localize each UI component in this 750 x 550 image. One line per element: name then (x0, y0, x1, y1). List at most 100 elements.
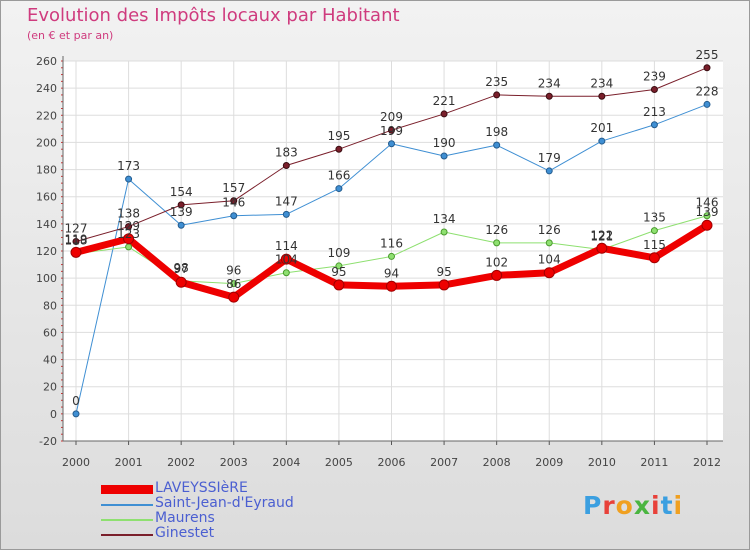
data-label-maurens: 104 (275, 253, 298, 267)
data-point-laveyssiere (228, 291, 240, 303)
data-point-maurens (125, 243, 133, 251)
data-point-maurens (493, 239, 501, 247)
data-point-ginestet (388, 126, 395, 134)
data-point-laveyssiere (491, 269, 503, 281)
data-label-saint-jean: 190 (433, 136, 456, 150)
data-label-ginestet: 157 (222, 181, 245, 195)
chart-title: Evolution des Impôts locaux par Habitant (27, 5, 400, 26)
data-label-maurens: 116 (380, 236, 403, 250)
x-tick-label: 2006 (378, 456, 406, 469)
x-tick-label: 2007 (430, 456, 458, 469)
data-label-laveyssiere: 139 (696, 205, 719, 219)
data-point-laveyssiere (701, 219, 713, 231)
legend-swatch-saint-jean (101, 504, 153, 506)
legend-label-saint-jean: Saint-Jean-d'Eyraud (155, 495, 294, 511)
data-point-maurens (440, 228, 448, 236)
legend-swatch-maurens (101, 519, 153, 521)
data-point-ginestet (125, 223, 133, 231)
y-tick-label: 40 (43, 354, 57, 367)
x-tick-label: 2002 (167, 456, 195, 469)
data-label-ginestet: 127 (65, 222, 88, 236)
data-label-maurens: 121 (590, 230, 613, 244)
y-tick-label: -20 (39, 435, 57, 448)
proxiti-logo: Proxiti (583, 491, 683, 520)
y-tick-label: 20 (43, 381, 57, 394)
y-tick-label: 160 (36, 191, 57, 204)
data-point-saint-jean (703, 100, 711, 108)
data-point-saint-jean (493, 141, 501, 149)
logo-letter: i (651, 491, 661, 520)
data-label-ginestet: 183 (275, 146, 298, 160)
data-point-laveyssiere (175, 276, 187, 288)
data-label-maurens: 126 (485, 223, 508, 237)
data-label-ginestet: 235 (485, 75, 508, 89)
legend-swatch-laveyssiere (101, 485, 153, 494)
data-point-saint-jean (177, 221, 185, 229)
data-label-laveyssiere: 95 (436, 265, 451, 279)
logo-letter: i (673, 491, 684, 520)
y-tick-label: 60 (43, 326, 57, 339)
data-label-laveyssiere: 104 (538, 253, 561, 267)
data-point-ginestet (335, 145, 343, 153)
data-label-saint-jean: 213 (643, 105, 666, 119)
data-point-laveyssiere (438, 279, 450, 291)
y-tick-label: 220 (36, 109, 57, 122)
data-point-laveyssiere (280, 253, 292, 265)
y-tick-label: 120 (36, 245, 57, 258)
data-point-laveyssiere (543, 267, 555, 279)
data-point-laveyssiere (123, 233, 135, 245)
data-point-laveyssiere (333, 279, 345, 291)
data-label-ginestet: 255 (696, 48, 719, 62)
data-label-ginestet: 221 (433, 94, 456, 108)
data-point-maurens (230, 280, 238, 288)
data-label-saint-jean: 166 (327, 169, 350, 183)
legend-label-maurens: Maurens (155, 510, 215, 526)
data-point-saint-jean (545, 167, 553, 175)
data-point-saint-jean (598, 137, 606, 145)
data-label-saint-jean: 179 (538, 151, 561, 165)
data-point-ginestet (703, 64, 711, 72)
data-label-saint-jean: 199 (380, 124, 403, 138)
data-label-ginestet: 239 (643, 70, 666, 84)
data-point-ginestet (493, 91, 501, 99)
y-tick-label: 200 (36, 136, 57, 149)
x-tick-label: 2009 (535, 456, 563, 469)
data-point-saint-jean (335, 185, 343, 193)
data-point-maurens (335, 262, 343, 270)
data-point-laveyssiere (596, 242, 608, 254)
data-label-ginestet: 154 (170, 185, 193, 199)
data-label-ginestet: 138 (117, 207, 140, 221)
logo-letter: x (633, 491, 651, 520)
data-point-laveyssiere (386, 280, 397, 292)
data-point-maurens (388, 252, 395, 260)
x-tick-label: 2001 (115, 456, 143, 469)
y-tick-label: 80 (43, 299, 57, 312)
data-point-ginestet (598, 92, 606, 100)
x-tick-label: 2011 (640, 456, 668, 469)
data-label-saint-jean: 139 (170, 205, 193, 219)
legend-label-laveyssiere: LAVEYSSIèRE (155, 480, 248, 496)
data-label-maurens: 96 (226, 264, 241, 278)
x-tick-label: 2004 (272, 456, 300, 469)
data-label-maurens: 126 (538, 223, 561, 237)
data-point-ginestet (230, 197, 238, 205)
data-label-maurens: 109 (327, 246, 350, 260)
chart-subtitle: (en € et par an) (27, 29, 114, 42)
logo-letter: P (583, 491, 603, 520)
data-label-saint-jean: 147 (275, 194, 298, 208)
data-point-maurens (545, 239, 553, 247)
y-tick-label: 180 (36, 164, 57, 177)
data-label-saint-jean: 228 (696, 84, 719, 98)
data-label-laveyssiere: 94 (384, 266, 399, 280)
data-point-saint-jean (282, 210, 290, 218)
data-label-maurens: 98 (174, 261, 189, 275)
data-label-saint-jean: 201 (590, 121, 613, 135)
data-point-ginestet (177, 201, 185, 209)
data-label-maurens: 135 (643, 211, 666, 225)
y-tick-label: 100 (36, 272, 57, 285)
data-label-maurens: 146 (696, 196, 719, 210)
x-tick-label: 2005 (325, 456, 353, 469)
data-point-laveyssiere (648, 252, 660, 264)
